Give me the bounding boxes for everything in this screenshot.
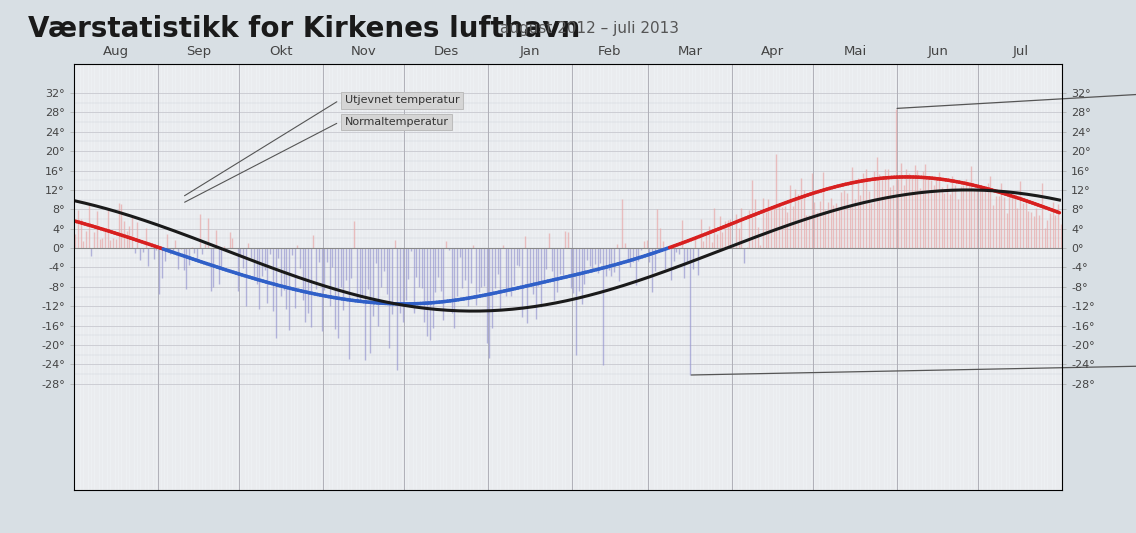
Text: august 2012 – juli 2013: august 2012 – juli 2013 [500, 21, 679, 36]
Text: Varmest: 28,8° (31. mai): Varmest: 28,8° (31. mai) [897, 69, 1136, 108]
Text: Utjevnet temperatur: Utjevnet temperatur [344, 95, 459, 106]
Text: Kaldest: −26,2° (15. mar): Kaldest: −26,2° (15. mar) [692, 357, 1136, 375]
Text: Værstatistikk for Kirkenes lufthavn: Værstatistikk for Kirkenes lufthavn [28, 15, 580, 43]
Text: Normaltemperatur: Normaltemperatur [344, 117, 449, 127]
